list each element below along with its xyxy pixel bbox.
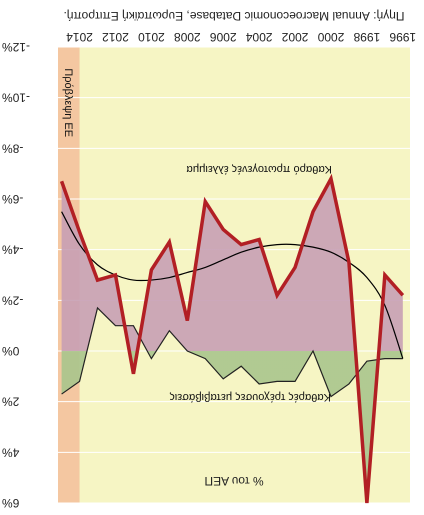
deficit-fill-area xyxy=(61,178,403,503)
y-tick-label: 4% xyxy=(2,445,20,459)
x-tick-label: 2012 xyxy=(102,30,129,44)
y-tick-label: 6% xyxy=(2,496,20,510)
y-tick-label: -4% xyxy=(2,243,24,257)
y-tick-label: -2% xyxy=(2,293,24,307)
x-tick-label: 2002 xyxy=(281,30,308,44)
y-tick-label: -6% xyxy=(2,192,24,206)
x-tick-label: 2006 xyxy=(210,30,237,44)
x-tick-label: 2004 xyxy=(245,30,272,44)
y-tick-label: -10% xyxy=(2,91,30,105)
y-tick-label: 2% xyxy=(2,395,20,409)
annotation-deficit: Καθαρό πρωτογενές έλλειμμα xyxy=(186,163,332,175)
y-tick-label: -12% xyxy=(2,40,30,54)
y-tick-label: 0% xyxy=(2,344,20,358)
forecast-label: Πρόβλεψη ΕΕ xyxy=(62,68,74,137)
x-tick-label: 2008 xyxy=(174,30,201,44)
y-tick-label: -8% xyxy=(2,141,24,155)
x-tick-label: 1998 xyxy=(353,30,380,44)
x-tick-label: 2010 xyxy=(138,30,165,44)
x-tick-label: 2014 xyxy=(66,30,93,44)
series-line-net-transfers xyxy=(61,306,403,398)
series-line-primary-deficit xyxy=(59,173,405,504)
annotation-transfers: Καθαρές τρέχουσες μεταβιβάσεις xyxy=(169,391,330,403)
x-tick-label: 2000 xyxy=(317,30,344,44)
source-note: Πηγή: Annual Macroeconomic Database, Ευρ… xyxy=(63,9,404,23)
y-axis-label: % του ΑΕΠ xyxy=(204,474,263,488)
x-tick-label: 1996 xyxy=(389,30,416,44)
